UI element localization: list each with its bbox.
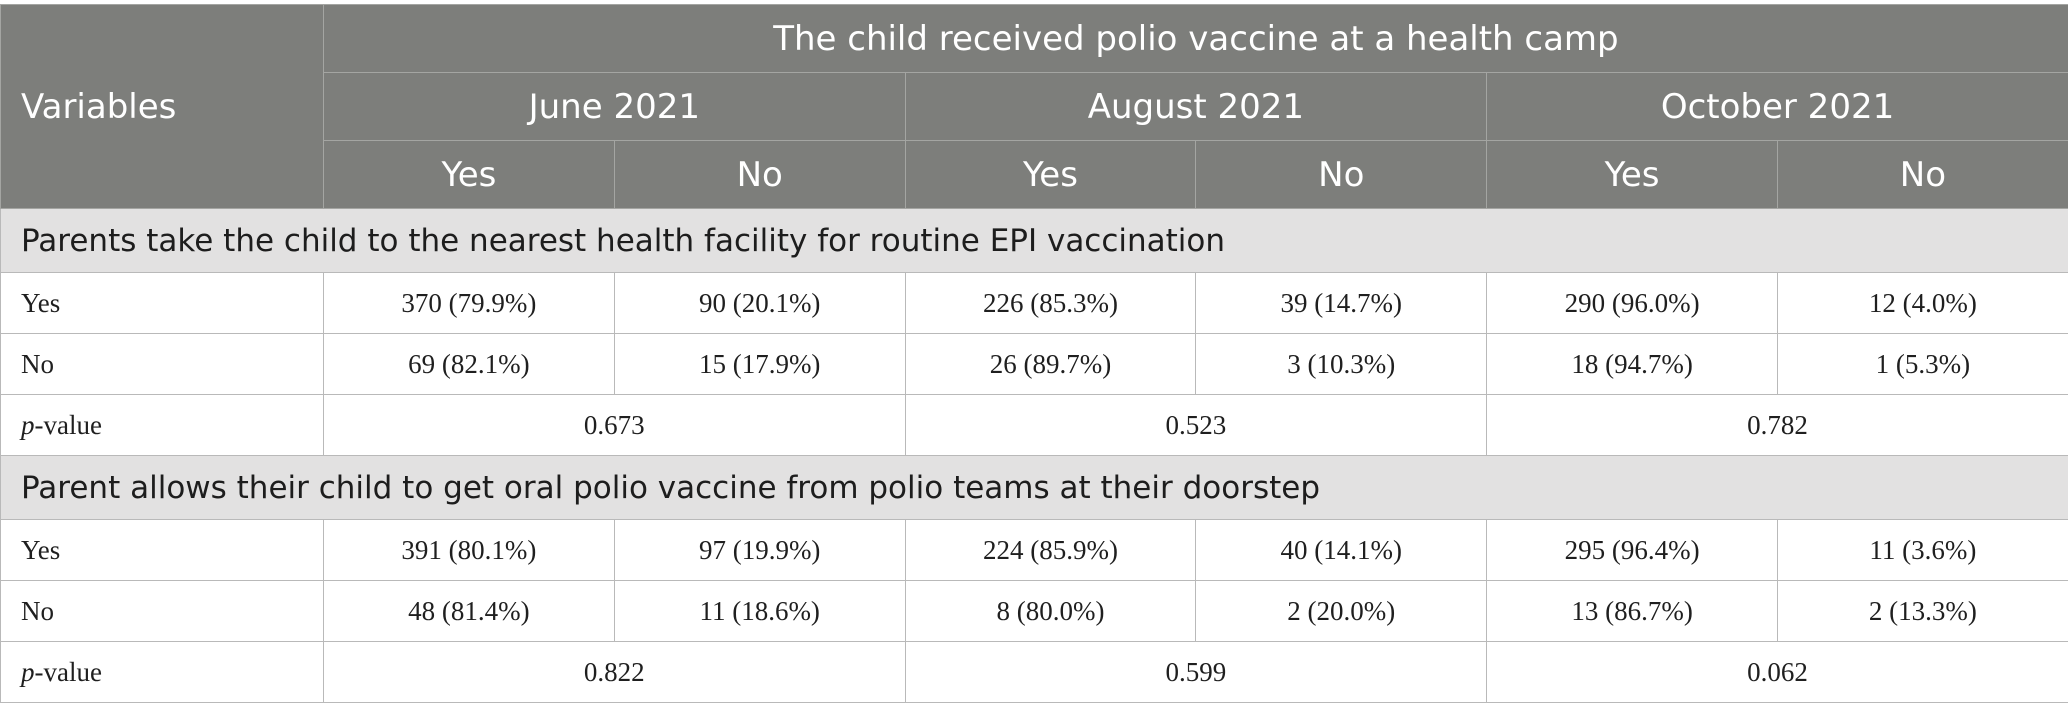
table-cell: 69 (82.1%) <box>323 333 615 395</box>
table-cell: 90 (20.1%) <box>613 272 906 334</box>
table-cell: 370 (79.9%) <box>323 272 615 334</box>
table-cell: 2 (20.0%) <box>1195 580 1488 642</box>
table-cell: 48 (81.4%) <box>323 580 615 642</box>
table-cell: 13 (86.7%) <box>1486 580 1778 642</box>
p-value-cell: 0.599 <box>904 641 1488 703</box>
table-cell: 295 (96.4%) <box>1486 519 1778 581</box>
table-cell: 1 (5.3%) <box>1776 333 2068 395</box>
table-cell: 224 (85.9%) <box>904 519 1197 581</box>
p-value-cell: 0.062 <box>1486 641 2068 703</box>
table-row: Yes 391 (80.1%) 97 (19.9%) 224 (85.9%) 4… <box>0 519 2068 581</box>
period-header-october: October 2021 <box>1486 72 2068 141</box>
table-row: No 69 (82.1%) 15 (17.9%) 26 (89.7%) 3 (1… <box>0 333 2068 395</box>
answer-header: No <box>613 140 906 209</box>
table-cell: 15 (17.9%) <box>613 333 906 395</box>
table-body: Parents take the child to the nearest he… <box>0 208 2068 703</box>
p-value-cell: 0.822 <box>323 641 906 703</box>
period-header-june: June 2021 <box>323 72 906 141</box>
section-row: Parent allows their child to get oral po… <box>0 455 2068 520</box>
p-suffix: -value <box>34 409 102 440</box>
p-value-row: p-value 0.673 0.523 0.782 <box>0 394 2068 456</box>
table-cell: 226 (85.3%) <box>904 272 1197 334</box>
section-title: Parent allows their child to get oral po… <box>0 455 2068 520</box>
table-cell: 18 (94.7%) <box>1486 333 1778 395</box>
table-cell: 40 (14.1%) <box>1195 519 1488 581</box>
answer-header: Yes <box>1486 140 1778 209</box>
table-cell: 11 (18.6%) <box>613 580 906 642</box>
row-label: No <box>0 580 324 642</box>
p-value-cell: 0.673 <box>323 394 906 456</box>
row-label: No <box>0 333 324 395</box>
group-title-header: The child received polio vaccine at a he… <box>323 4 2068 73</box>
p-letter: p <box>21 656 35 687</box>
section-title: Parents take the child to the nearest he… <box>0 208 2068 273</box>
answer-header: No <box>1776 140 2068 209</box>
table-cell: 391 (80.1%) <box>323 519 615 581</box>
table-cell: 97 (19.9%) <box>613 519 906 581</box>
table-row: Yes 370 (79.9%) 90 (20.1%) 226 (85.3%) 3… <box>0 272 2068 334</box>
row-label: Yes <box>0 272 324 334</box>
table-row: No 48 (81.4%) 11 (18.6%) 8 (80.0%) 2 (20… <box>0 580 2068 642</box>
p-value-label: p-value <box>0 641 324 703</box>
answer-header: Yes <box>904 140 1197 209</box>
p-value-label: p-value <box>0 394 324 456</box>
p-value-cell: 0.782 <box>1486 394 2068 456</box>
p-suffix: -value <box>34 656 102 687</box>
answer-header: No <box>1195 140 1488 209</box>
table-cell: 8 (80.0%) <box>904 580 1197 642</box>
p-letter: p <box>21 409 35 440</box>
answer-header: Yes <box>323 140 615 209</box>
vaccination-table: Variables The child received polio vacci… <box>0 4 2068 703</box>
table-cell: 12 (4.0%) <box>1776 272 2068 334</box>
variables-header: Variables <box>0 4 324 209</box>
period-header-august: August 2021 <box>904 72 1488 141</box>
table-cell: 39 (14.7%) <box>1195 272 1488 334</box>
table-cell: 290 (96.0%) <box>1486 272 1778 334</box>
section-row: Parents take the child to the nearest he… <box>0 208 2068 273</box>
table-cell: 26 (89.7%) <box>904 333 1197 395</box>
table-cell: 11 (3.6%) <box>1776 519 2068 581</box>
table-cell: 2 (13.3%) <box>1776 580 2068 642</box>
p-value-row: p-value 0.822 0.599 0.062 <box>0 641 2068 703</box>
table-cell: 3 (10.3%) <box>1195 333 1488 395</box>
row-label: Yes <box>0 519 324 581</box>
table-header: Variables The child received polio vacci… <box>0 4 2068 209</box>
p-value-cell: 0.523 <box>904 394 1488 456</box>
